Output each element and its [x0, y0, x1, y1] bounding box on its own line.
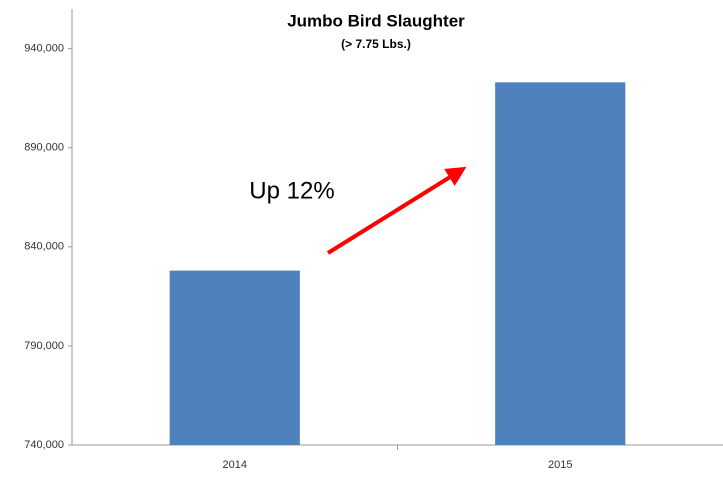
bar: [495, 82, 626, 445]
chart-title: Jumbo Bird Slaughter: [287, 11, 465, 30]
y-tick-label: 740,000: [24, 439, 64, 451]
x-tick-label: 2014: [223, 459, 247, 471]
arrow: [326, 166, 467, 255]
chart-subtitle: (> 7.75 Lbs.): [341, 37, 411, 51]
y-tick-label: 890,000: [24, 142, 64, 154]
x-tick-label: 2015: [548, 459, 572, 471]
y-tick-label: 940,000: [24, 43, 64, 55]
y-tick-label: 790,000: [24, 340, 64, 352]
bar: [169, 270, 300, 445]
annotation: Up 12%: [249, 177, 334, 204]
y-tick-label: 840,000: [24, 241, 64, 253]
